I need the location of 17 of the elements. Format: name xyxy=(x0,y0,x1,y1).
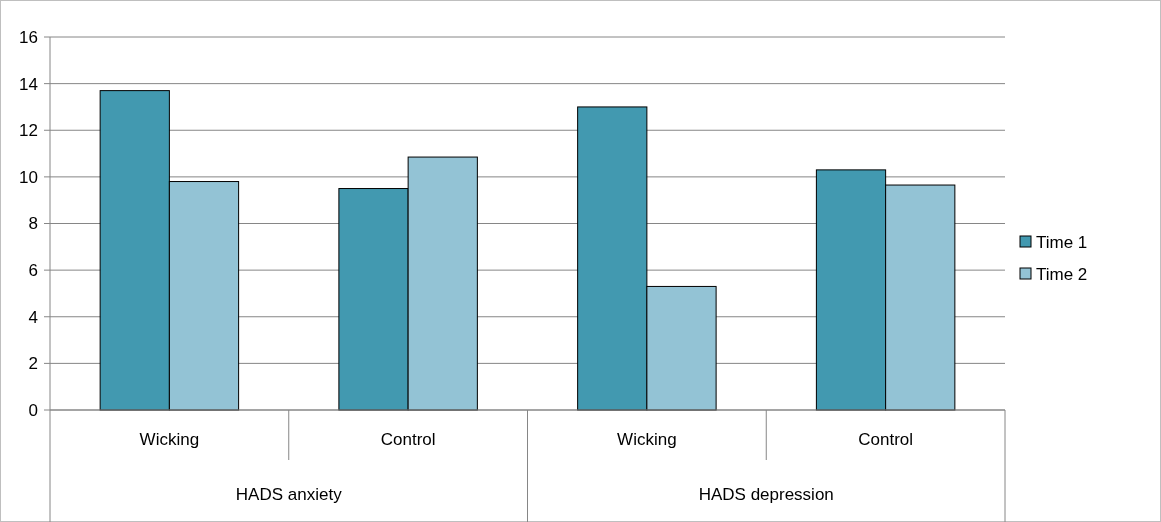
y-tick-label: 8 xyxy=(28,214,38,234)
x-tick-label: Wicking xyxy=(617,430,677,449)
y-tick-label: 14 xyxy=(19,74,38,94)
y-tick-label: 12 xyxy=(19,121,38,141)
text: HADS depression xyxy=(698,485,834,504)
y-tick-label: 6 xyxy=(28,261,38,281)
x-tick-label: Control xyxy=(858,430,914,449)
y-tick-label: 10 xyxy=(19,167,38,187)
y-tick-label: 2 xyxy=(28,354,38,374)
legend-label: Time 2 xyxy=(1036,264,1088,284)
y-tick-label: 0 xyxy=(28,400,38,420)
legend-label: Time 1 xyxy=(1036,232,1088,252)
x-tick-label: Wicking xyxy=(139,430,200,449)
y-tick-label: 16 xyxy=(19,27,38,47)
text: HADS anxiety xyxy=(235,485,343,504)
x-tick-label: Control xyxy=(380,430,436,449)
y-tick-label: 4 xyxy=(28,307,38,327)
